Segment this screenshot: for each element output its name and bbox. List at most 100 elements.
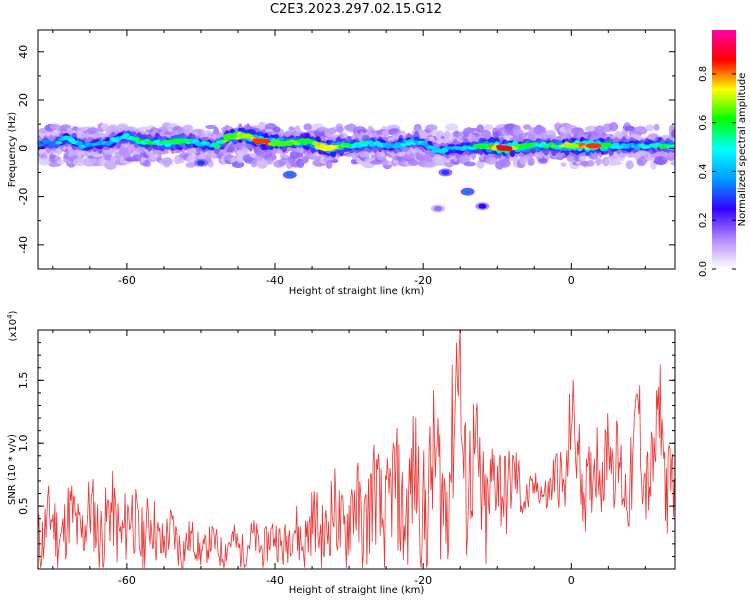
halo-cell	[609, 122, 619, 132]
peak-cell	[296, 138, 313, 144]
peak-cell	[585, 143, 602, 149]
halo-cell	[484, 124, 494, 131]
halo-cell	[56, 159, 66, 165]
band-cell	[288, 139, 296, 143]
chart-title: C2E3.2023.297.02.15.G12	[269, 2, 443, 17]
y-tick-label: -40	[17, 236, 30, 254]
band-cell	[213, 144, 221, 149]
x-axis-label: Height of straight line (km)	[289, 585, 425, 596]
x-tick-label: -40	[266, 274, 284, 287]
y-tick-label: 0.5	[17, 497, 30, 514]
halo-cell	[670, 161, 675, 166]
x-tick-label: -60	[118, 274, 136, 287]
snr-panel: -60 -40 -20 0 0.5 1.0 1.5 Height of straight li…	[6, 310, 676, 596]
band-cell	[311, 141, 319, 146]
spectrogram-panel: -60 -40 -20 0 -40 -20 0 20 40 Height of straight …	[7, 29, 676, 297]
peak-cell	[170, 138, 187, 144]
y-tick-label: 1.0	[17, 434, 30, 452]
halo-cell	[625, 160, 634, 170]
outlier-cell	[463, 189, 472, 195]
halo-cell	[485, 156, 498, 165]
halo-cell	[49, 154, 56, 159]
halo-cell	[161, 157, 173, 167]
x-tick-label: -60	[118, 574, 136, 587]
colorbar: 0.0 0.2 0.4 0.6 0.8 Normalized spectral ampli…	[698, 30, 748, 277]
halo-cell	[381, 160, 389, 167]
halo-cell	[546, 129, 556, 136]
band-cell	[221, 139, 229, 143]
halo-cell	[288, 126, 295, 132]
halo-cell	[250, 160, 258, 168]
halo-cell	[73, 157, 87, 167]
x-tick-label: 0	[568, 274, 575, 287]
halo-cell	[624, 126, 636, 132]
x-tick-label: -20	[414, 574, 432, 587]
band-cell	[122, 133, 130, 137]
y-tick-label: 20	[17, 93, 30, 107]
halo-cell	[185, 162, 196, 168]
halo-cell	[528, 156, 535, 166]
y-tick-label: -20	[17, 188, 30, 206]
halo-cell	[586, 160, 595, 167]
peak-cell	[318, 145, 335, 151]
peak-cell	[274, 140, 291, 147]
band-cell	[153, 139, 161, 143]
halo-cell	[104, 160, 117, 171]
halo-cell	[533, 125, 547, 135]
y-axis-multiplier: (x104)	[6, 310, 19, 341]
y-axis-label: SNR (10 * v/v)	[7, 434, 18, 505]
outlier-cell	[285, 172, 294, 178]
x-tick-label: 0	[568, 574, 575, 587]
peak-cell	[518, 143, 535, 149]
y-tick-label: 0	[17, 145, 30, 152]
halo-cell	[445, 123, 459, 131]
band-cell	[55, 140, 63, 145]
halo-cell	[633, 126, 648, 135]
halo-cell	[303, 123, 313, 131]
peak-cell	[496, 145, 513, 151]
halo-cell	[611, 160, 622, 166]
snr-series	[38, 330, 675, 569]
colorbar-ramp	[712, 30, 736, 269]
halo-cell	[282, 154, 289, 159]
band-cell	[623, 145, 630, 149]
plot-frame	[37, 29, 676, 270]
outlier-cell	[434, 206, 442, 212]
y-tick-label: 1.5	[17, 372, 30, 390]
halo-cell	[336, 126, 344, 134]
halo-cell	[266, 158, 274, 165]
halo-cell	[499, 158, 511, 168]
colorbar-tick-label: 0.0	[698, 261, 709, 277]
snr-line	[38, 330, 675, 569]
colorbar-tick-label: 0.2	[698, 212, 709, 228]
band-cell	[366, 140, 374, 144]
halo-cell	[205, 124, 217, 130]
halo-cell	[645, 124, 655, 132]
halo-cell	[196, 129, 203, 135]
peak-cell	[237, 133, 254, 139]
colorbar-tick-label: 0.4	[698, 163, 709, 179]
halo-cell	[326, 127, 337, 135]
outlier-cell	[197, 160, 205, 166]
halo-cell	[653, 123, 660, 131]
spectrum-band	[38, 121, 675, 213]
outlier-cell	[441, 169, 450, 175]
peak-cell	[563, 143, 580, 149]
halo-cell	[325, 160, 333, 169]
colorbar-label: Normalized spectral amplitude	[737, 73, 748, 227]
halo-cell	[560, 162, 567, 167]
outlier-cell	[478, 203, 487, 209]
halo-cell	[72, 126, 79, 132]
peak-cell	[252, 138, 269, 144]
halo-cell	[330, 159, 339, 164]
halo-cell	[463, 161, 476, 167]
halo-cell	[272, 126, 281, 133]
halo-cell	[595, 157, 602, 166]
colorbar-tick-label: 0.8	[698, 66, 709, 82]
halo-cell	[256, 159, 268, 169]
x-axis-label: Height of straight line (km)	[289, 286, 425, 297]
halo-cell	[594, 125, 605, 135]
band-cell	[620, 143, 628, 147]
halo-cell	[182, 124, 193, 133]
halo-cell	[443, 130, 451, 140]
